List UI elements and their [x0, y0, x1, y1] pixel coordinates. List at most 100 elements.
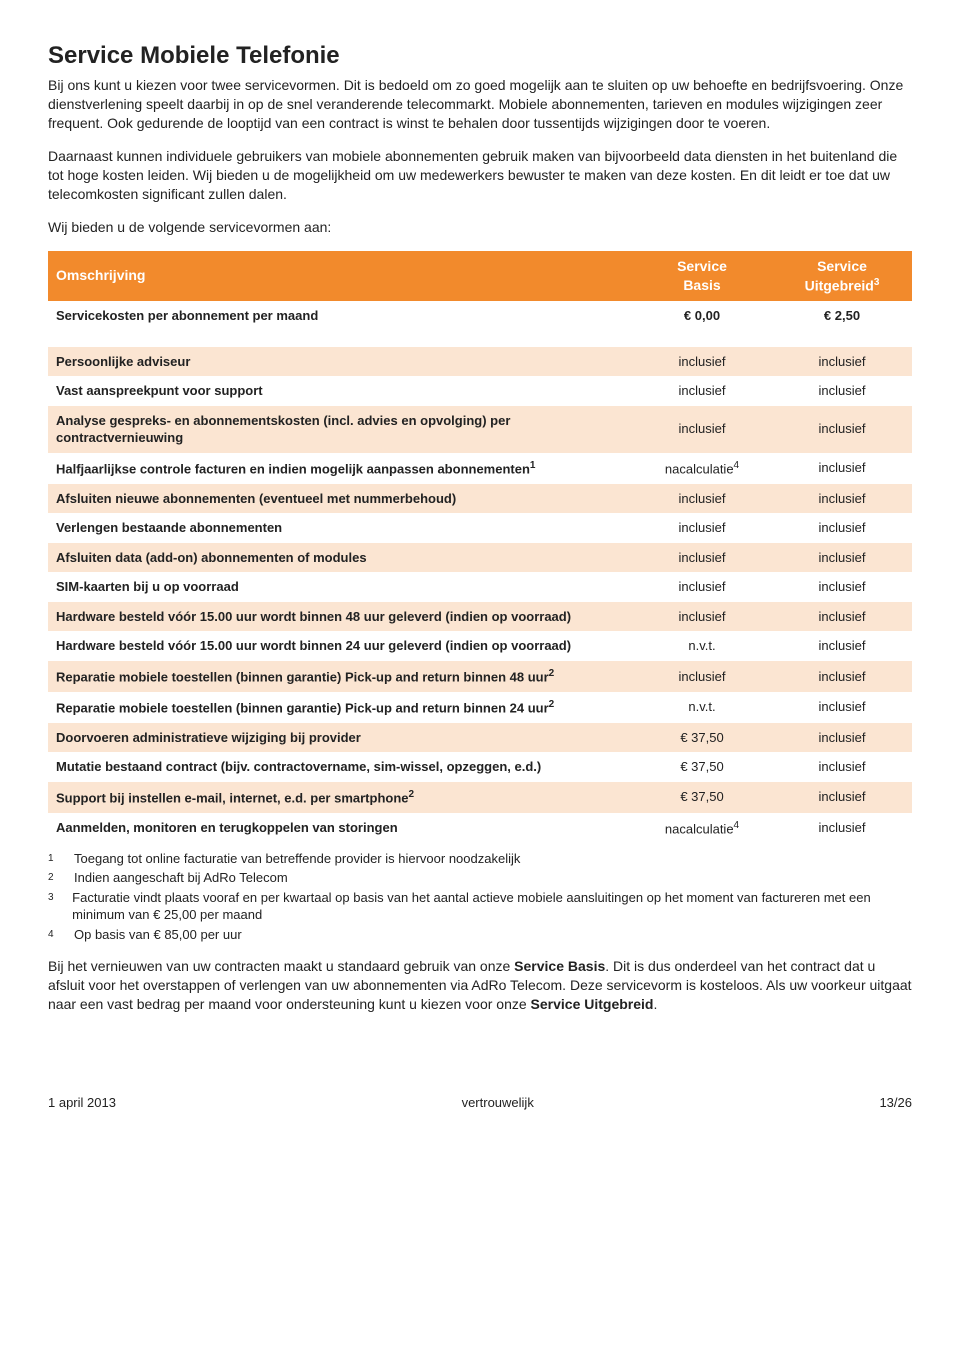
- table-row: Verlengen bestaande abonnementeninclusie…: [48, 513, 912, 543]
- cost-row-basis: € 0,00: [632, 301, 772, 331]
- table-row: Hardware besteld vóór 15.00 uur wordt bi…: [48, 631, 912, 661]
- cost-row-label: Servicekosten per abonnement per maand: [48, 301, 632, 331]
- row-label: SIM-kaarten bij u op voorraad: [48, 572, 632, 602]
- footnote: 1Toegang tot online facturatie van betre…: [48, 850, 912, 868]
- intro-paragraph-1: Bij ons kunt u kiezen voor twee servicev…: [48, 76, 912, 133]
- table-row: Halfjaarlijkse controle facturen en indi…: [48, 453, 912, 484]
- cost-row-uitgebreid: € 2,50: [772, 301, 912, 331]
- row-uitgebreid: inclusief: [772, 692, 912, 723]
- cost-row: Servicekosten per abonnement per maand €…: [48, 301, 912, 331]
- intro-paragraph-2: Daarnaast kunnen individuele gebruikers …: [48, 147, 912, 204]
- row-basis: € 37,50: [632, 752, 772, 782]
- header-col-uitgebreid-sup: 3: [874, 277, 880, 288]
- header-col-basis: Service Basis: [632, 251, 772, 301]
- footnote-number: 2: [48, 869, 60, 887]
- row-label: Analyse gespreks- en abonnementskosten (…: [48, 406, 632, 453]
- table-row: SIM-kaarten bij u op voorraadinclusiefin…: [48, 572, 912, 602]
- footnotes: 1Toegang tot online facturatie van betre…: [48, 850, 912, 944]
- footer-page-number: 13/26: [879, 1094, 912, 1112]
- closing-b: Service Basis: [514, 958, 605, 974]
- footnote-number: 3: [48, 889, 58, 924]
- row-label: Halfjaarlijkse controle facturen en indi…: [48, 453, 632, 484]
- table-row: Support bij instellen e-mail, internet, …: [48, 782, 912, 813]
- row-basis: nacalculatie4: [632, 813, 772, 844]
- row-label-sup: 2: [549, 699, 555, 710]
- row-uitgebreid: inclusief: [772, 661, 912, 692]
- header-col-basis-l1: Service: [677, 258, 727, 274]
- row-uitgebreid: inclusief: [772, 782, 912, 813]
- row-uitgebreid: inclusief: [772, 602, 912, 632]
- row-basis: inclusief: [632, 406, 772, 453]
- row-label: Vast aanspreekpunt voor support: [48, 376, 632, 406]
- table-row: Persoonlijke adviseurinclusiefinclusief: [48, 347, 912, 377]
- page-title: Service Mobiele Telefonie: [48, 40, 912, 72]
- row-label: Verlengen bestaande abonnementen: [48, 513, 632, 543]
- row-label: Support bij instellen e-mail, internet, …: [48, 782, 632, 813]
- table-row: Mutatie bestaand contract (bijv. contrac…: [48, 752, 912, 782]
- footnote-text: Facturatie vindt plaats vooraf en per kw…: [72, 889, 912, 924]
- row-basis: n.v.t.: [632, 692, 772, 723]
- footnote: 3 Facturatie vindt plaats vooraf en per k…: [48, 889, 912, 924]
- row-uitgebreid: inclusief: [772, 513, 912, 543]
- table-row: Afsluiten nieuwe abonnementen (eventueel…: [48, 484, 912, 514]
- footnote: 4 Op basis van € 85,00 per uur: [48, 926, 912, 944]
- row-uitgebreid: inclusief: [772, 484, 912, 514]
- row-label: Mutatie bestaand contract (bijv. contrac…: [48, 752, 632, 782]
- footnote-number: 4: [48, 926, 60, 944]
- footnote-text: Toegang tot online facturatie van betref…: [74, 850, 520, 868]
- table-row: Afsluiten data (add-on) abonnementen of …: [48, 543, 912, 573]
- footer-confidential: vertrouwelijk: [462, 1094, 534, 1112]
- row-uitgebreid: inclusief: [772, 723, 912, 753]
- row-uitgebreid: inclusief: [772, 453, 912, 484]
- table-spacer: [48, 331, 912, 347]
- row-basis: inclusief: [632, 513, 772, 543]
- row-basis: inclusief: [632, 661, 772, 692]
- row-label: Reparatie mobiele toestellen (binnen gar…: [48, 661, 632, 692]
- row-uitgebreid: inclusief: [772, 572, 912, 602]
- closing-a: Bij het vernieuwen van uw contracten maa…: [48, 958, 514, 974]
- row-uitgebreid: inclusief: [772, 543, 912, 573]
- table-row: Aanmelden, monitoren en terugkoppelen va…: [48, 813, 912, 844]
- row-uitgebreid: inclusief: [772, 631, 912, 661]
- table-row: Vast aanspreekpunt voor supportinclusief…: [48, 376, 912, 406]
- row-basis: inclusief: [632, 484, 772, 514]
- row-uitgebreid: inclusief: [772, 376, 912, 406]
- closing-e: .: [653, 996, 657, 1012]
- row-label: Hardware besteld vóór 15.00 uur wordt bi…: [48, 602, 632, 632]
- header-col-uitgebreid-l1: Service: [817, 258, 867, 274]
- footnote: 2Indien aangeschaft bij AdRo Telecom: [48, 869, 912, 887]
- service-table: Omschrijving Service Basis Service Uitge…: [48, 251, 912, 844]
- row-label-sup: 1: [530, 460, 536, 471]
- row-label: Hardware besteld vóór 15.00 uur wordt bi…: [48, 631, 632, 661]
- intro-paragraph-3: Wij bieden u de volgende servicevormen a…: [48, 218, 912, 237]
- row-basis: inclusief: [632, 602, 772, 632]
- row-basis-sup: 4: [734, 460, 740, 471]
- row-basis: inclusief: [632, 376, 772, 406]
- header-col-uitgebreid-l2: Uitgebreid: [805, 277, 874, 293]
- row-uitgebreid: inclusief: [772, 813, 912, 844]
- table-row: Doorvoeren administratieve wijziging bij…: [48, 723, 912, 753]
- row-label-sup: 2: [409, 789, 415, 800]
- row-basis: n.v.t.: [632, 631, 772, 661]
- row-label-sup: 2: [549, 668, 555, 679]
- footnote-text: Op basis van € 85,00 per uur: [74, 926, 242, 944]
- row-label: Reparatie mobiele toestellen (binnen gar…: [48, 692, 632, 723]
- row-basis: inclusief: [632, 543, 772, 573]
- row-basis-sup: 4: [734, 820, 740, 831]
- table-row: Reparatie mobiele toestellen (binnen gar…: [48, 661, 912, 692]
- row-label: Afsluiten nieuwe abonnementen (eventueel…: [48, 484, 632, 514]
- closing-paragraph: Bij het vernieuwen van uw contracten maa…: [48, 957, 912, 1014]
- header-col-basis-l2: Basis: [683, 277, 720, 293]
- row-label: Persoonlijke adviseur: [48, 347, 632, 377]
- row-basis: inclusief: [632, 347, 772, 377]
- row-label: Doorvoeren administratieve wijziging bij…: [48, 723, 632, 753]
- row-label: Aanmelden, monitoren en terugkoppelen va…: [48, 813, 632, 844]
- row-label: Afsluiten data (add-on) abonnementen of …: [48, 543, 632, 573]
- row-basis: nacalculatie4: [632, 453, 772, 484]
- row-basis: € 37,50: [632, 782, 772, 813]
- row-uitgebreid: inclusief: [772, 347, 912, 377]
- table-row: Hardware besteld vóór 15.00 uur wordt bi…: [48, 602, 912, 632]
- row-basis: inclusief: [632, 572, 772, 602]
- row-uitgebreid: inclusief: [772, 406, 912, 453]
- footer-date: 1 april 2013: [48, 1094, 116, 1112]
